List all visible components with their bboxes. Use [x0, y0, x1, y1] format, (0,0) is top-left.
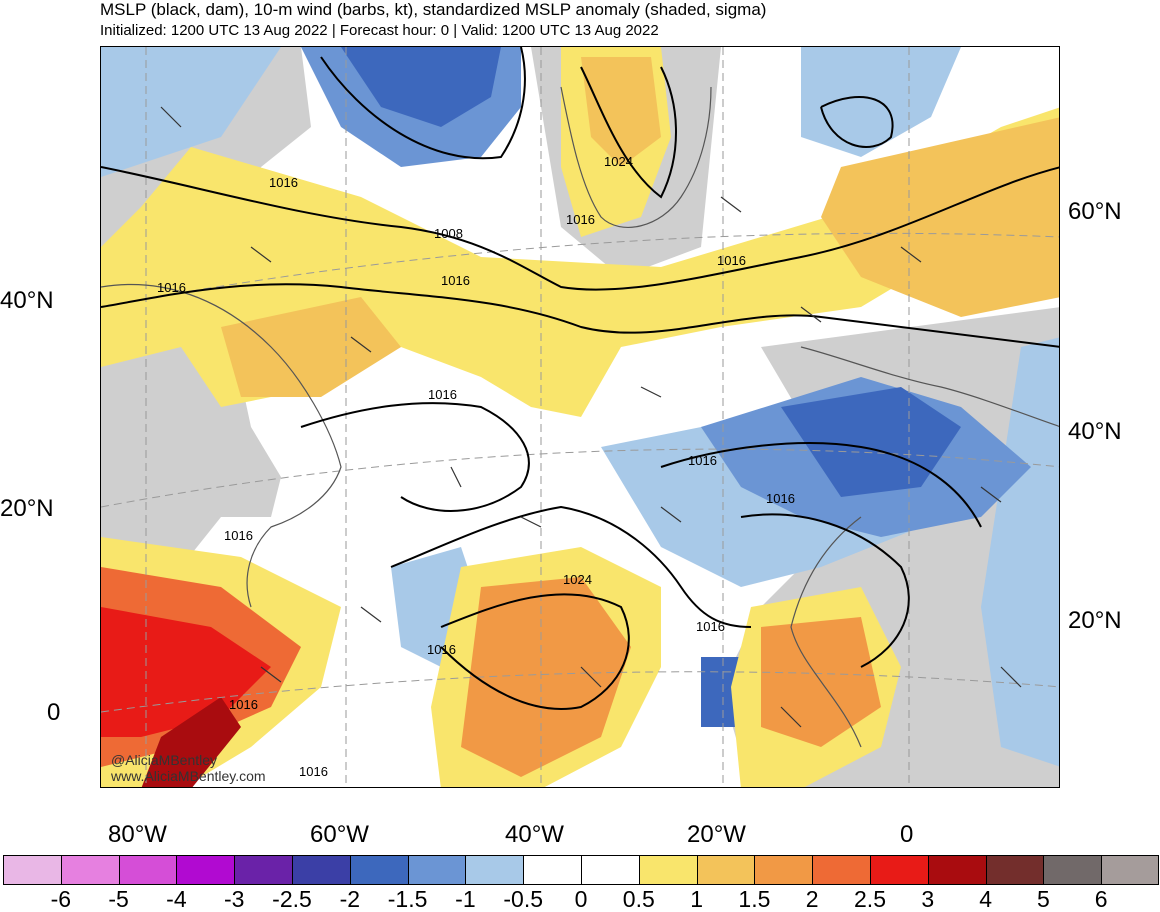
colorbar-label: 0 [574, 886, 588, 912]
lon-label: 60°W [310, 821, 369, 848]
anomaly-shading [101, 47, 1059, 787]
colorbar-swatch [523, 855, 581, 885]
colorbar-label: -5 [108, 886, 129, 912]
isobar-label: 1016 [688, 453, 717, 468]
coastlines [101, 86, 1059, 748]
colorbar-swatch [1043, 855, 1102, 885]
colorbar-label: 2 [805, 886, 819, 912]
colorbar-label: 1.5 [738, 886, 771, 912]
credit-handle: @AliciaMBentley [111, 752, 218, 768]
colorbar-label: 0.5 [622, 886, 655, 912]
colorbar-swatch [927, 855, 986, 885]
isobars [101, 47, 1059, 710]
isobar-label: 1016 [269, 175, 298, 190]
lon-label: 0 [900, 821, 914, 848]
colorbar-swatch [291, 855, 350, 885]
colorbar-swatch [60, 855, 119, 885]
isobar-label: 1016 [428, 387, 457, 402]
isobar-label: 1016 [427, 642, 456, 657]
colorbar-label: -1 [455, 886, 476, 912]
isobar-label: 1016 [566, 212, 595, 227]
lon-label: 20°W [687, 821, 746, 848]
colorbar-swatch [3, 855, 61, 885]
lat-label-left: 0 [47, 699, 61, 726]
isobar-label: 1008 [434, 226, 463, 241]
colorbar-swatch [118, 855, 177, 885]
isobar-label: 1016 [441, 273, 470, 288]
chart-title: MSLP (black, dam), 10-m wind (barbs, kt)… [100, 0, 767, 19]
lat-label-right: 20°N [1068, 607, 1122, 634]
colorbar-swatch [349, 855, 408, 885]
colorbar-swatch [754, 855, 813, 885]
lat-label-right: 40°N [1068, 418, 1122, 445]
colorbar-label: -2 [339, 886, 361, 912]
graticule [101, 47, 1059, 787]
colorbar-swatch [696, 855, 755, 885]
lat-label-left: 20°N [0, 495, 54, 522]
isobar-label: 1016 [766, 491, 795, 506]
lat-label-left: 40°N [0, 287, 54, 314]
isobar-label: 1016 [717, 253, 746, 268]
lat-label-right: 60°N [1068, 198, 1122, 225]
lon-label: 40°W [505, 821, 564, 848]
isobar-label: 1024 [563, 572, 592, 587]
wind-barbs [160, 106, 1022, 728]
colorbar-swatch [234, 855, 292, 885]
isobar-label: 1016 [229, 697, 258, 712]
colorbar-label: 2.5 [854, 886, 886, 912]
colorbar-swatch [580, 855, 639, 885]
colorbar-swatch [176, 855, 235, 885]
colorbar-label: -1.5 [387, 886, 428, 912]
isobar-label: 1024 [604, 154, 633, 169]
colorbar-label: -3 [223, 886, 245, 912]
colorbar-swatch [869, 855, 928, 885]
credit-website: www.AliciaMBentley.com [111, 768, 266, 784]
isobar-label: 1016 [299, 764, 328, 779]
map-graphic: 1016 1016 1008 1016 1024 1016 1016 1016 … [101, 47, 1059, 787]
colorbar-label: -4 [166, 886, 187, 912]
colorbar-swatch [465, 855, 524, 885]
colorbar-swatch [985, 855, 1044, 885]
isobar-label: 1016 [224, 528, 253, 543]
colorbar-label: -6 [50, 886, 72, 912]
lon-label: 80°W [108, 821, 167, 848]
colorbar [3, 855, 1159, 885]
isobar-label: 1016 [157, 280, 186, 295]
colorbar-label: -2.5 [272, 886, 312, 912]
isobar-label: 1016 [696, 619, 725, 634]
map-panel: 1016 1016 1008 1016 1024 1016 1016 1016 … [100, 46, 1060, 788]
colorbar-swatch [1101, 855, 1159, 885]
colorbar-label: -0.5 [503, 886, 544, 912]
colorbar-label: 5 [1036, 886, 1050, 912]
colorbar-swatch [812, 855, 870, 885]
colorbar-label: 4 [979, 886, 992, 912]
colorbar-swatch [407, 855, 466, 885]
chart-subtitle: Initialized: 1200 UTC 13 Aug 2022 | Fore… [100, 22, 659, 39]
colorbar-label: 1 [690, 886, 703, 912]
colorbar-label: 6 [1094, 886, 1108, 912]
isobar-labels: 1016 1016 1008 1016 1024 1016 1016 1016 … [157, 154, 795, 779]
colorbar-swatch [638, 855, 697, 885]
colorbar-label: 3 [921, 886, 935, 912]
